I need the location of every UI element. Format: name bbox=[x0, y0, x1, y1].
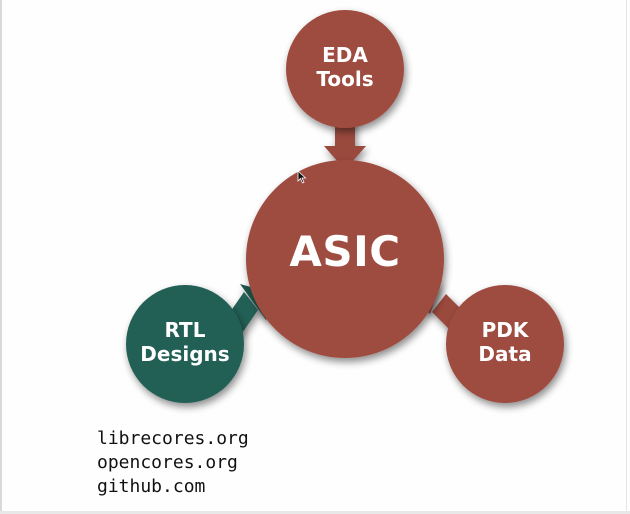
window-edge bbox=[0, 0, 2, 514]
asic-label: ASIC bbox=[289, 227, 401, 276]
pdk-data-label: PDK Data bbox=[478, 318, 532, 367]
source-item: github.com bbox=[97, 476, 206, 497]
source-item: librecores.org bbox=[97, 428, 249, 449]
window-edge-right bbox=[626, 0, 630, 514]
eda-tools-circle bbox=[286, 10, 404, 128]
asic-circle bbox=[246, 160, 444, 358]
eda-tools-label: EDA Tools bbox=[316, 43, 374, 92]
window-edge-bottom bbox=[0, 511, 630, 514]
mouse-cursor-icon bbox=[297, 170, 307, 184]
rtl-designs-circle bbox=[126, 285, 244, 403]
source-list: librecores.org opencores.org github.com … bbox=[97, 427, 249, 514]
source-item: … bbox=[97, 500, 108, 514]
rtl-designs-label: RTL Designs bbox=[140, 318, 230, 367]
source-item: opencores.org bbox=[97, 452, 238, 473]
pdk-data-circle bbox=[446, 285, 564, 403]
